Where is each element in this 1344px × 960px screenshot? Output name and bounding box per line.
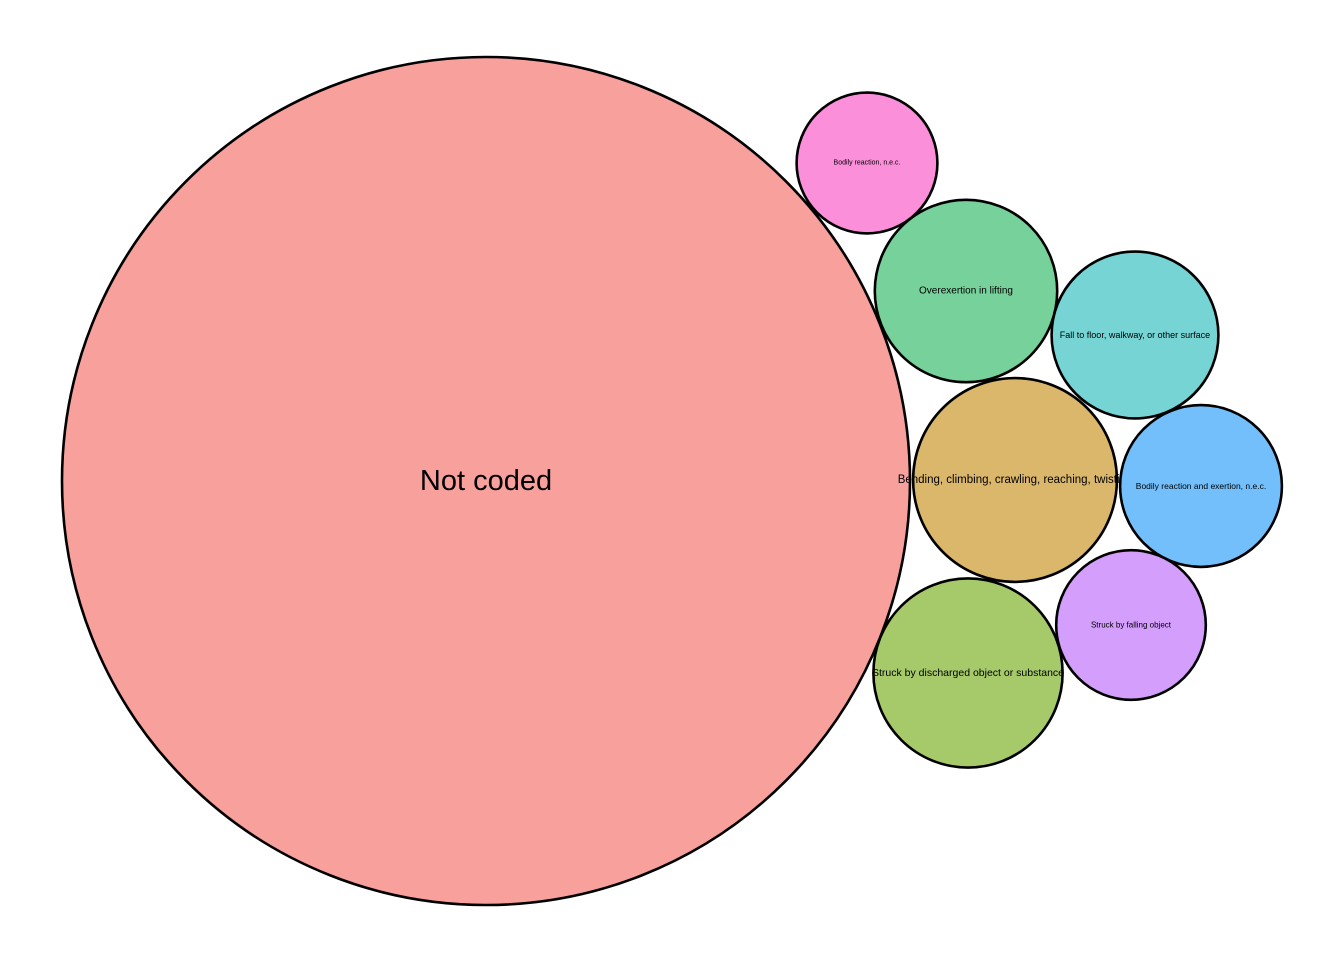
bubble-label: Overexertion in lifting bbox=[919, 286, 1013, 297]
bubble-group: Not coded bbox=[60, 55, 912, 907]
bubble-label: Fall to floor, walkway, or other surface bbox=[1060, 330, 1210, 340]
bubble bbox=[1054, 548, 1208, 702]
bubble-group: Bodily reaction, n.e.c. bbox=[795, 91, 939, 235]
bubble-group: Overexertion in lifting bbox=[873, 198, 1059, 384]
bubble bbox=[1118, 403, 1284, 569]
bubble-label: Struck by discharged object or substance bbox=[872, 667, 1064, 679]
bubble-label: Struck by falling object bbox=[1091, 621, 1172, 630]
bubble-group: Struck by discharged object or substance bbox=[872, 577, 1064, 769]
bubble-group: Bending, climbing, crawling, reaching, t… bbox=[898, 376, 1133, 584]
bubble bbox=[911, 376, 1119, 584]
bubble-label: Bodily reaction and exertion, n.e.c. bbox=[1136, 481, 1266, 491]
bubble-label: Bodily reaction, n.e.c. bbox=[834, 160, 901, 167]
bubble-group: Fall to floor, walkway, or other surface bbox=[1050, 250, 1220, 420]
bubble-label: Bending, climbing, crawling, reaching, t… bbox=[898, 474, 1133, 486]
bubble bbox=[873, 198, 1059, 384]
bubble bbox=[60, 55, 912, 907]
bubble bbox=[1050, 250, 1220, 420]
bubble bbox=[795, 91, 939, 235]
bubble bbox=[872, 577, 1064, 769]
bubble-label: Not coded bbox=[420, 465, 552, 497]
bubble-group: Bodily reaction and exertion, n.e.c. bbox=[1118, 403, 1284, 569]
bubble-group: Struck by falling object bbox=[1054, 548, 1208, 702]
